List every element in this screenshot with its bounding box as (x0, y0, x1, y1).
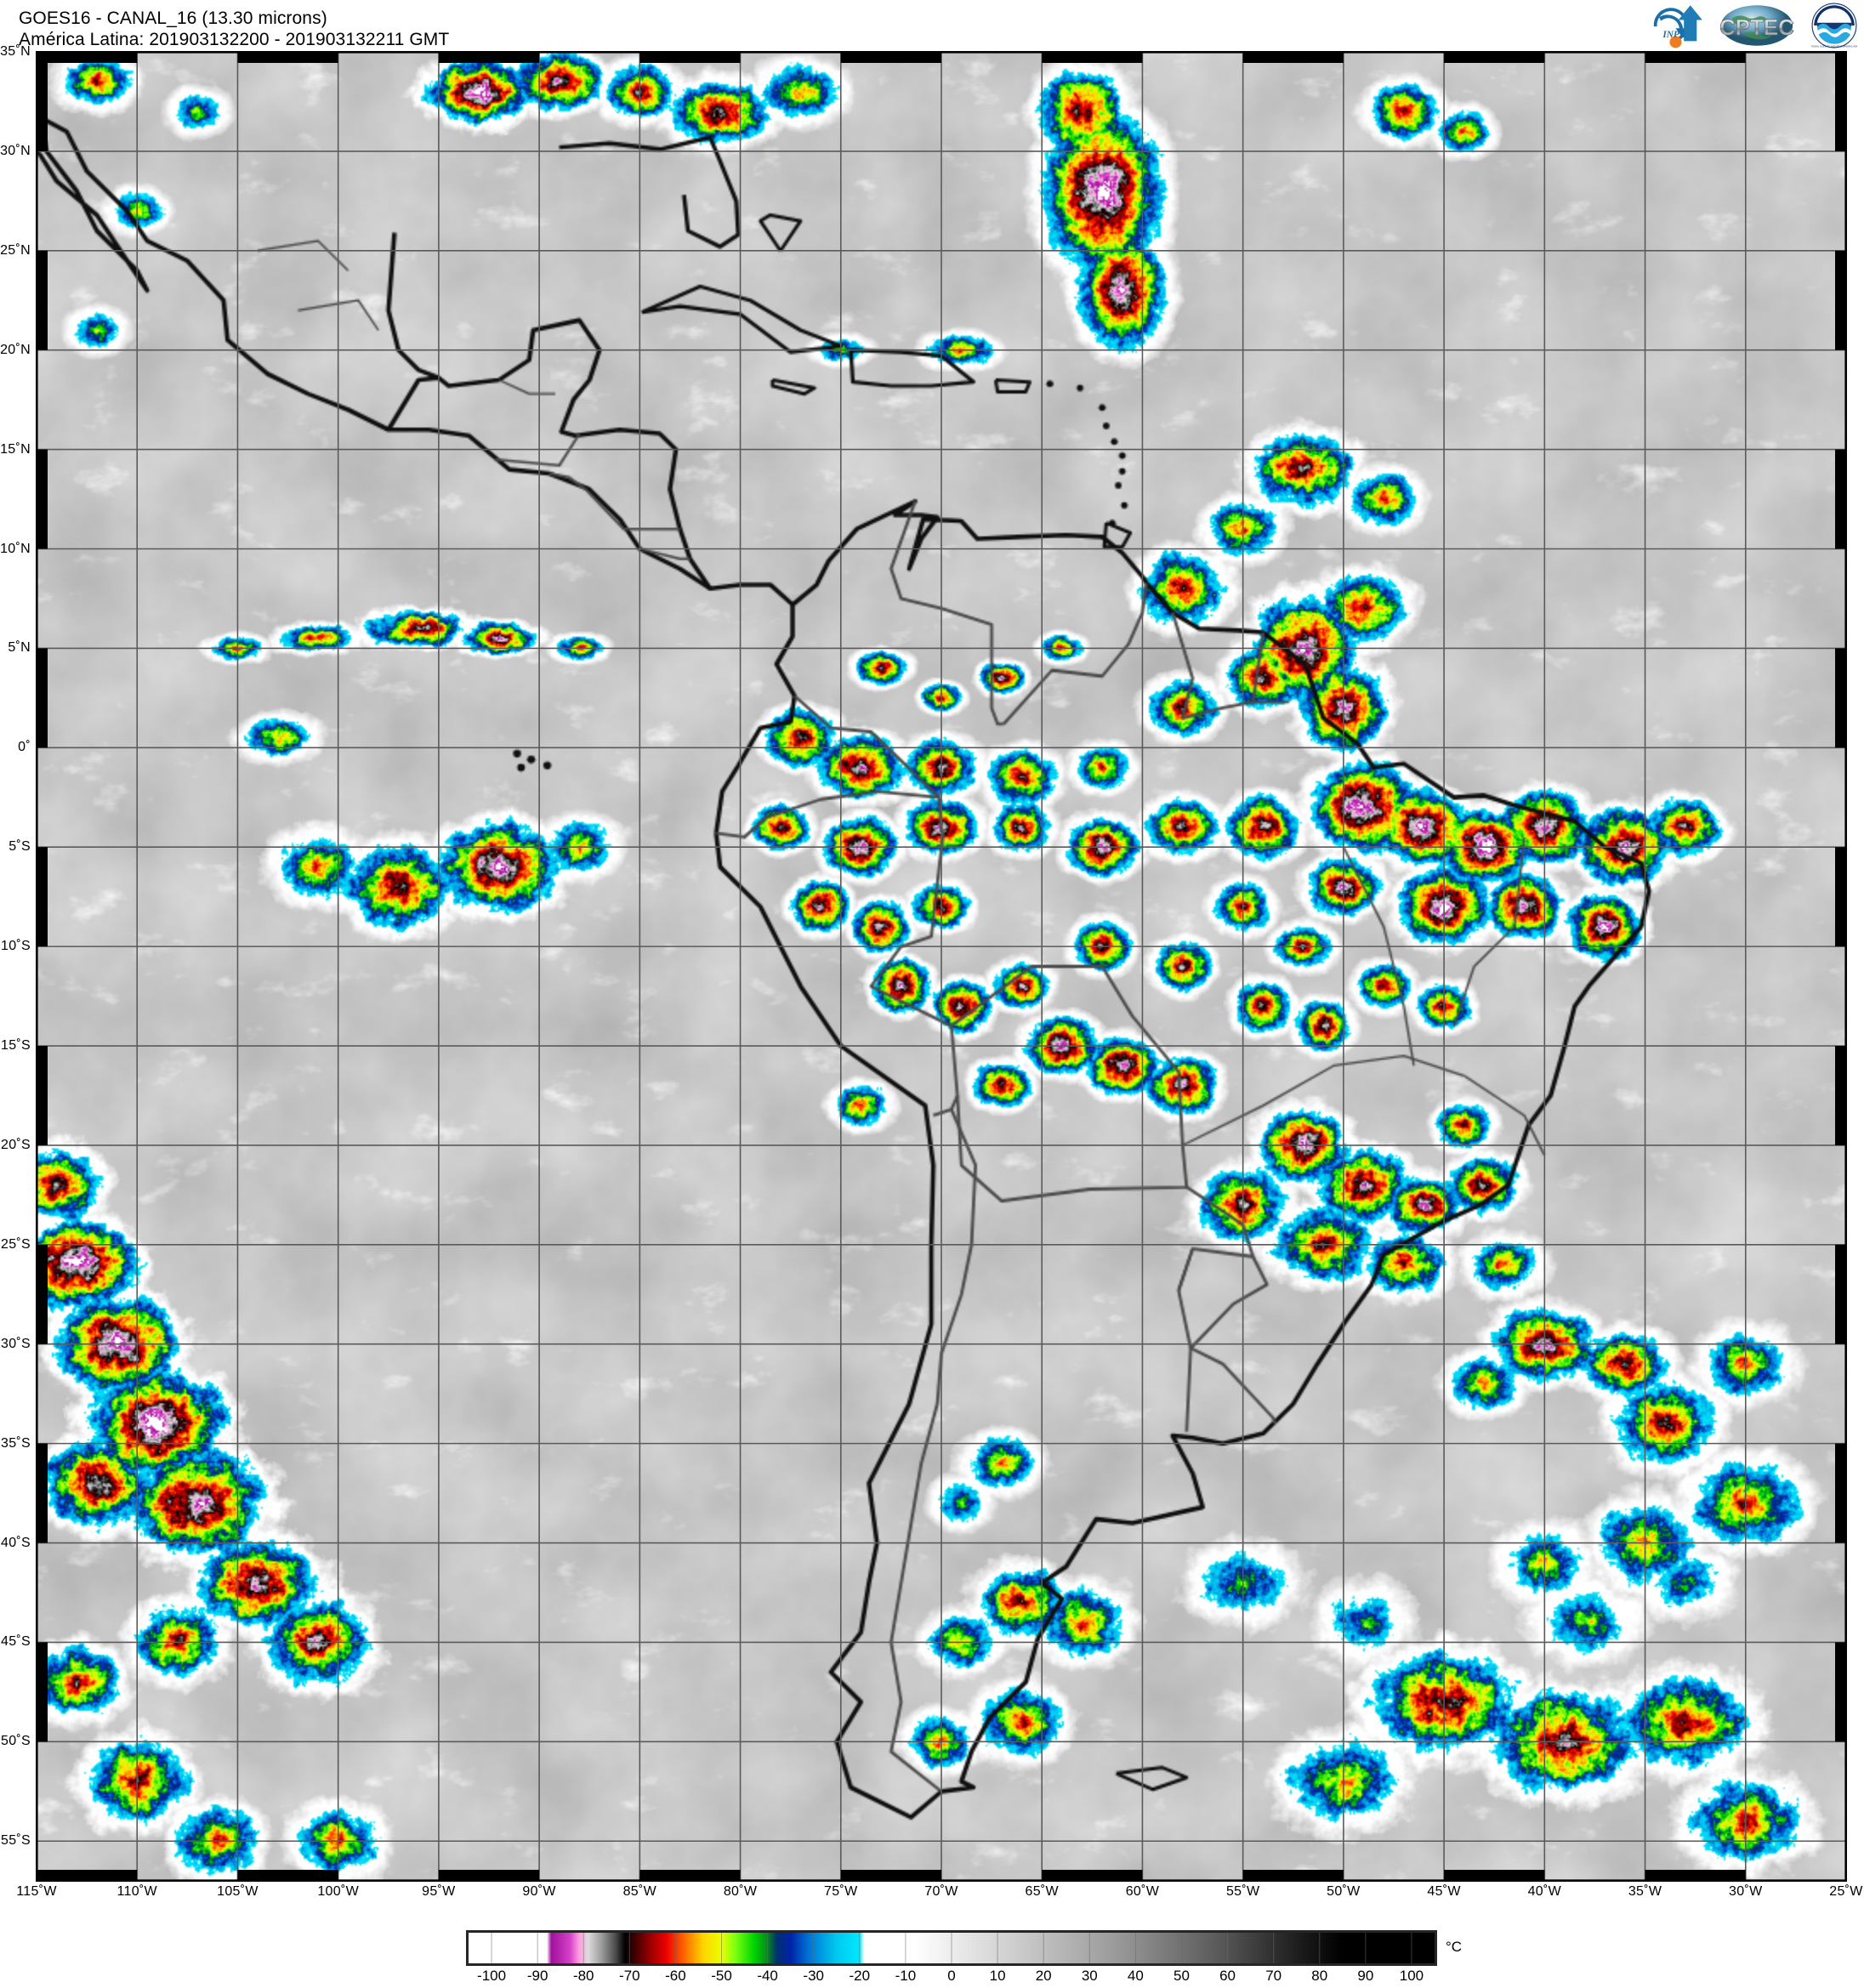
plot-frame (36, 51, 1847, 1882)
colorbar-tick-label: 30 (1081, 1968, 1098, 1984)
noaa-logo-text: NOAA (1821, 14, 1846, 23)
colorbar-tick-label: -80 (572, 1968, 594, 1984)
colorbar-tick-label: 50 (1174, 1968, 1190, 1984)
longitude-tick-label: 110˚W (116, 1884, 157, 1899)
longitude-tick-label: 105˚W (217, 1884, 259, 1899)
colorbar-tick-label: 0 (947, 1968, 956, 1984)
header: GOES16 - CANAL_16 (13.30 microns) Améric… (0, 0, 1864, 51)
title-line-region-time: América Latina: 201903132200 - 201903132… (19, 30, 450, 49)
title-block: GOES16 - CANAL_16 (13.30 microns) Améric… (19, 8, 449, 50)
colorbar-unit-label: °C (1446, 1939, 1463, 1955)
latitude-tick-label: 50˚S (1, 1734, 31, 1749)
inpe-logo: INPE (1654, 5, 1702, 48)
colorbar-tick-label: 40 (1127, 1968, 1144, 1984)
latitude-tick-label: 15˚N (0, 441, 31, 457)
latitude-tick-label: 25˚N (0, 242, 31, 258)
longitude-tick-label: 25˚W (1829, 1884, 1863, 1899)
colorbar-section: °C -100 -90 -80 -70 -60 -50 -40 -30 -20 -10 0 10 20 3… (0, 1923, 1864, 1984)
colorbar-tick-label: 80 (1311, 1968, 1328, 1984)
cptec-logo: CPTEC (1719, 5, 1794, 46)
latitude-tick-label: 40˚S (1, 1535, 31, 1550)
colorbar-tick-label: -40 (757, 1968, 778, 1984)
latitude-tick-label: 15˚S (1, 1038, 31, 1054)
inpe-logo-text: INPE (1662, 30, 1687, 40)
colorbar-tick-label: 70 (1265, 1968, 1282, 1984)
latitude-tick-label: 5˚S (9, 839, 31, 855)
latitude-tick-label: 0˚ (18, 740, 31, 755)
latitude-tick-label: 35˚N (0, 44, 31, 59)
longitude-tick-label: 65˚W (1025, 1884, 1059, 1899)
latitude-tick-label: 25˚S (1, 1236, 31, 1252)
satellite-image-plot (36, 51, 1847, 1882)
latitude-tick-label: 10˚N (0, 541, 31, 556)
noaa-logo-ring-text: NATIONAL OCEANIC AND ATMOSPHERIC ADMIN (1811, 44, 1857, 48)
latitude-tick-label: 30˚S (1, 1336, 31, 1351)
longitude-tick-label: 70˚W (924, 1884, 958, 1899)
longitude-tick-label: 95˚W (422, 1884, 456, 1899)
colorbar-tick-label: -50 (711, 1968, 732, 1984)
longitude-tick-label: 55˚W (1225, 1884, 1260, 1899)
longitude-tick-label: 30˚W (1729, 1884, 1763, 1899)
latitude-tick-label: 55˚S (1, 1833, 31, 1849)
longitude-tick-label: 85˚W (622, 1884, 657, 1899)
colorbar-tick-label: -60 (665, 1968, 686, 1984)
colorbar-tick-label: -10 (895, 1968, 917, 1984)
colorbar-tick-label: 60 (1219, 1968, 1236, 1984)
colorbar-tick-labels: -100 -90 -80 -70 -60 -50 -40 -30 -20 -10 0 10 20 30 40… (466, 1968, 1437, 1988)
colorbar-tick-label: -30 (803, 1968, 824, 1984)
longitude-tick-label: 115˚W (16, 1884, 57, 1899)
longitude-tick-label: 60˚W (1125, 1884, 1160, 1899)
colorbar-tick-label: 10 (989, 1968, 1006, 1984)
latitude-tick-label: 10˚S (1, 939, 31, 954)
latitude-tick-label: 5˚N (8, 640, 31, 656)
colorbar-tick-label: 90 (1357, 1968, 1374, 1984)
latitude-tick-label: 20˚N (0, 342, 31, 357)
latitude-tick-label: 35˚S (1, 1435, 31, 1451)
colorbar-tick-label: -70 (619, 1968, 640, 1984)
noaa-logo: NOAA NATIONAL OCEANIC AND ATMOSPHERIC AD… (1811, 3, 1857, 48)
colorbar-tick-label: -90 (526, 1968, 548, 1984)
latitude-tick-label: 45˚S (1, 1634, 31, 1650)
longitude-axis: 115˚W 110˚W 105˚W 100˚W 95˚W 90˚W 85˚W 80˚W 75˚W… (16, 1884, 1862, 1910)
colorbar-gradient (469, 1933, 1435, 1963)
colorbar-tick-label: -20 (849, 1968, 871, 1984)
colorbar-tick-label: 100 (1399, 1968, 1424, 1984)
longitude-tick-label: 50˚W (1327, 1884, 1361, 1899)
logo-bar: INPE CPTEC (1647, 2, 1857, 49)
longitude-tick-label: 90˚W (522, 1884, 556, 1899)
longitude-tick-label: 45˚W (1427, 1884, 1461, 1899)
longitude-tick-label: 80˚W (723, 1884, 758, 1899)
longitude-tick-label: 100˚W (317, 1884, 359, 1899)
longitude-tick-label: 75˚W (824, 1884, 858, 1899)
title-line-product: GOES16 - CANAL_16 (13.30 microns) (19, 9, 327, 28)
latitude-tick-label: 30˚N (0, 143, 31, 158)
latitude-axis: 35˚N 30˚N 25˚N 20˚N 15˚N 10˚N 5˚N 0˚ 5˚S 10˚S 15˚S… (0, 44, 31, 1882)
colorbar-tick-label: -100 (477, 1968, 507, 1984)
latitude-tick-label: 20˚S (1, 1137, 31, 1152)
longitude-tick-label: 35˚W (1628, 1884, 1662, 1899)
colorbar (466, 1930, 1437, 1966)
longitude-tick-label: 40˚W (1527, 1884, 1562, 1899)
cptec-logo-text: CPTEC (1719, 16, 1794, 40)
colorbar-tick-label: 20 (1035, 1968, 1052, 1984)
